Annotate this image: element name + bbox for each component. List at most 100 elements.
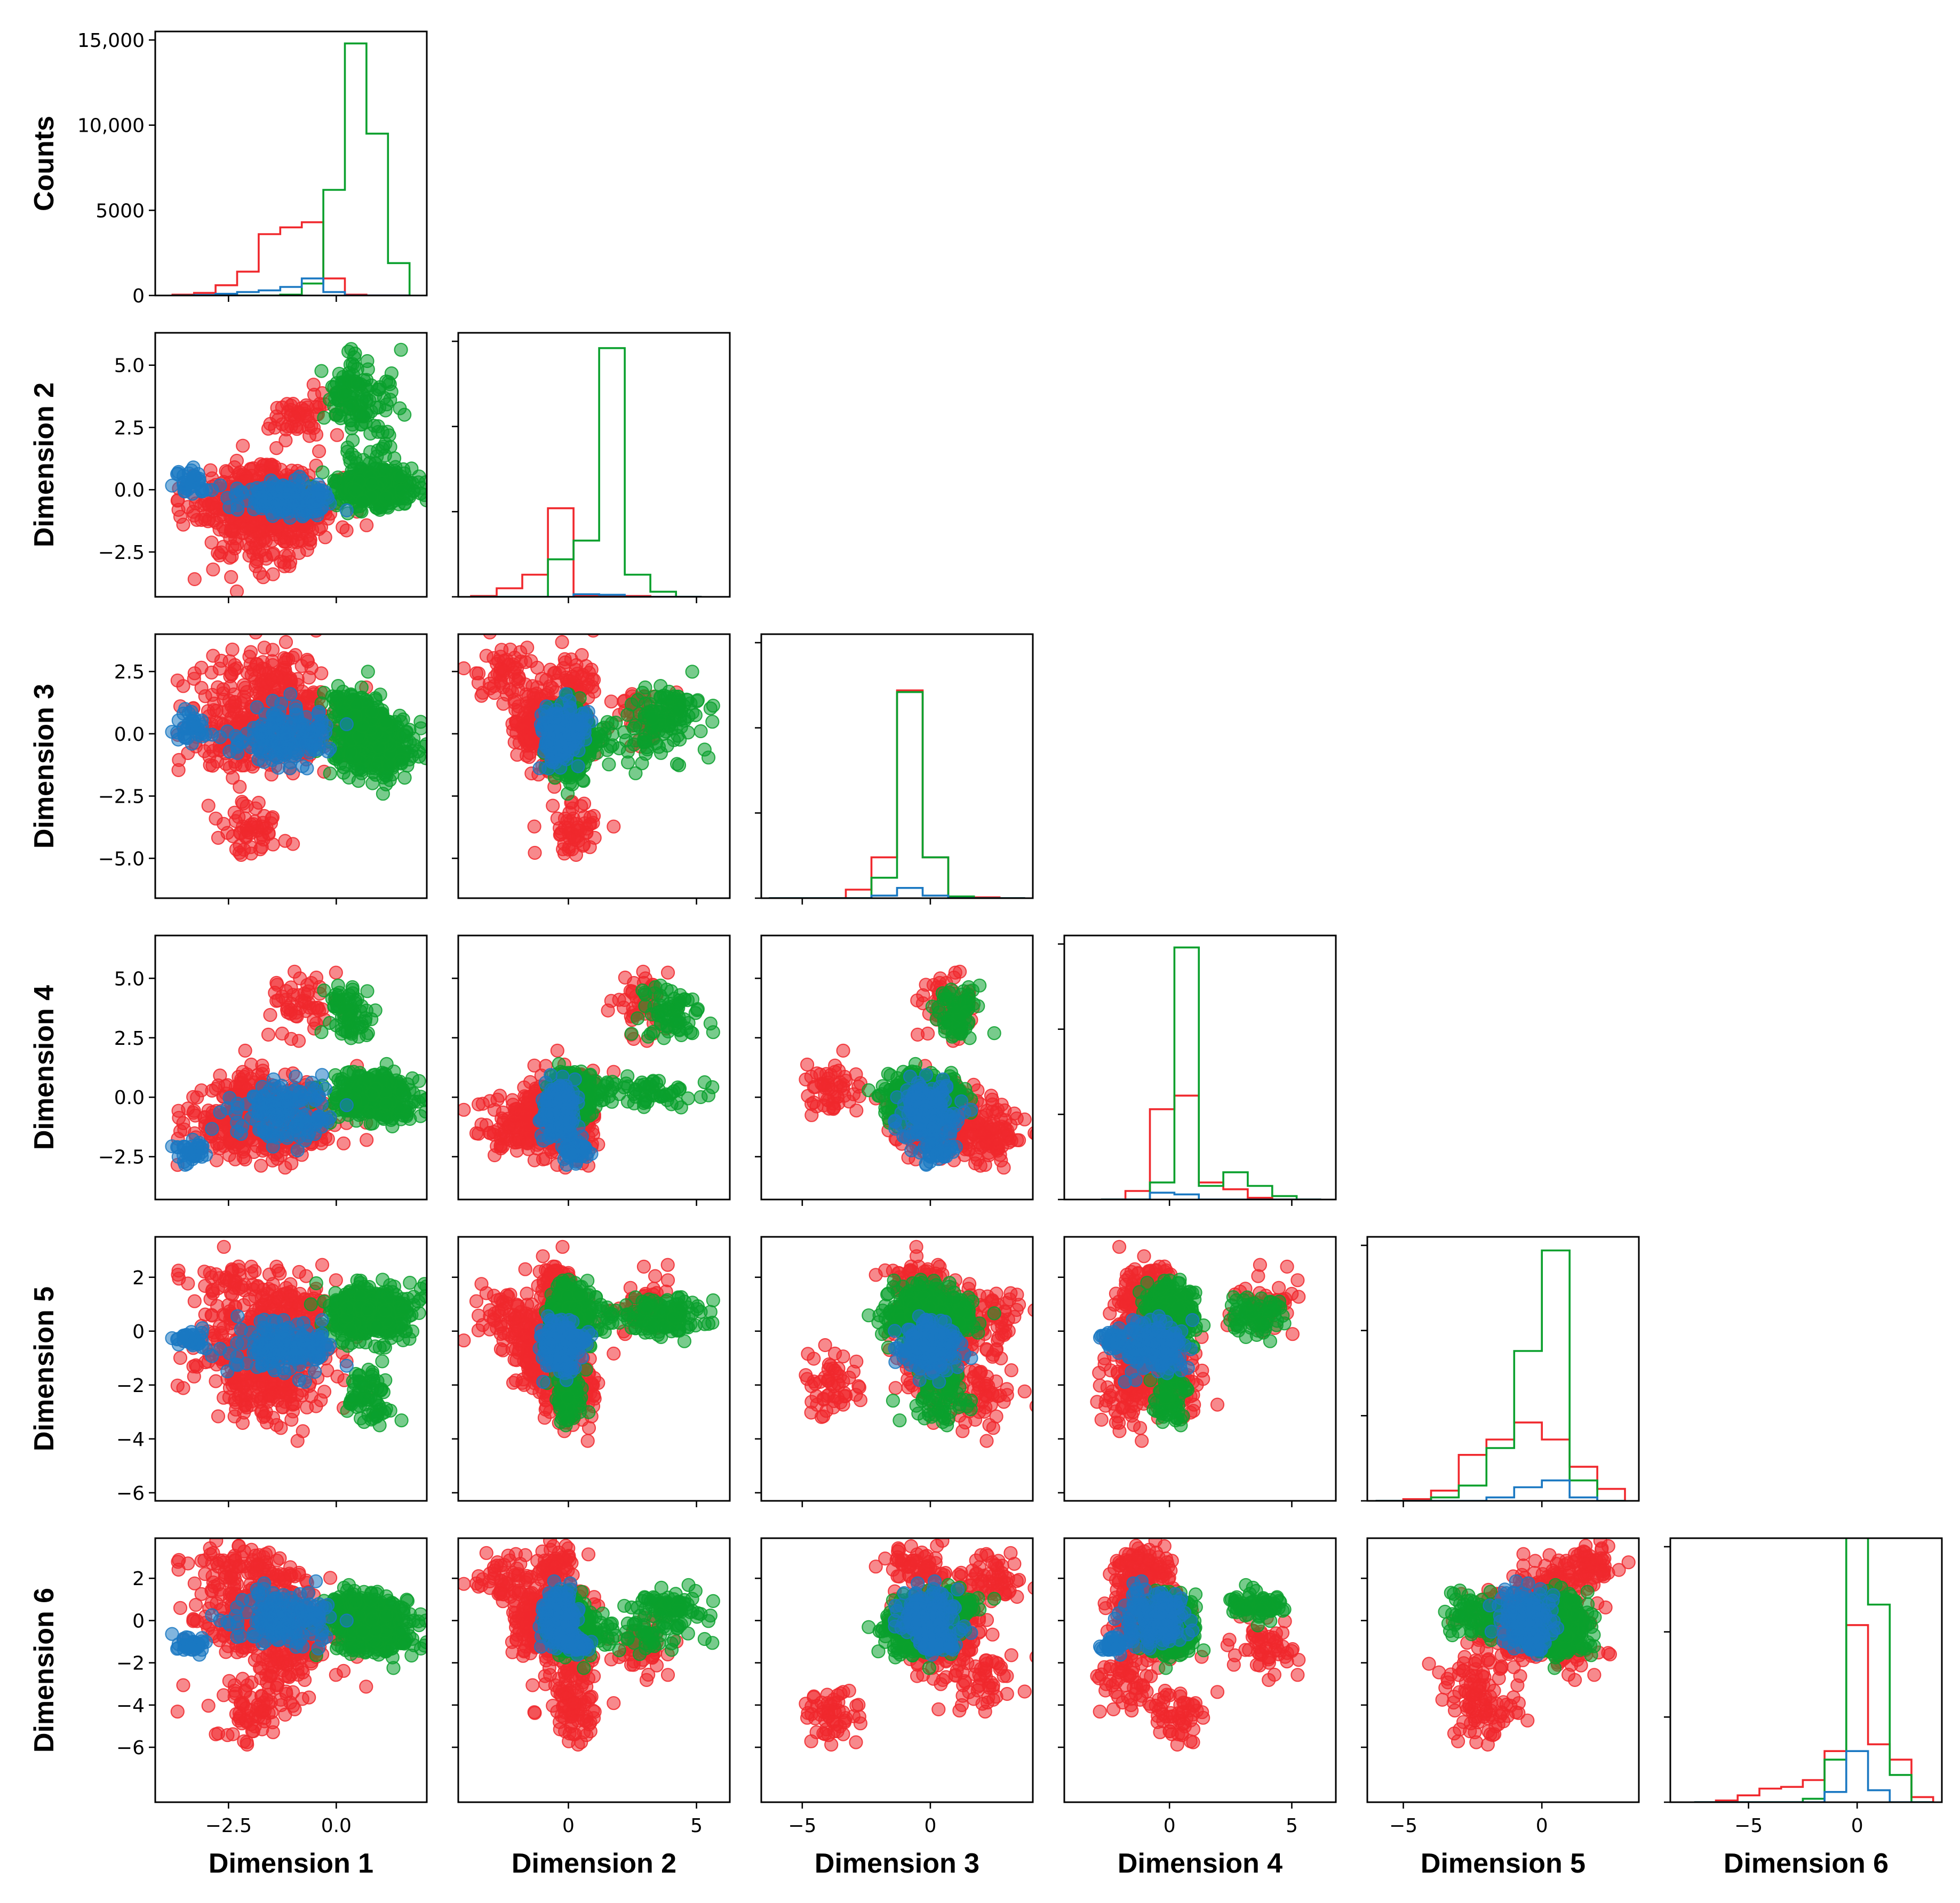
point-green [635,756,649,771]
point-green [671,703,686,717]
point-green [381,758,396,772]
point-blue [185,719,200,733]
point-blue [228,729,243,743]
point-green [654,698,668,713]
point-green [394,483,409,498]
point-red [201,704,216,718]
point-green [379,715,393,729]
point-green [382,319,395,332]
point-green [360,354,375,369]
point-blue [545,755,559,769]
panel-2-2 [452,332,731,603]
histogram-red-dim1 [171,221,410,295]
y-tick-label: 15,000 [77,30,145,52]
point-red [483,634,497,639]
point-red [312,444,326,459]
point-green [690,693,705,707]
point-green [355,494,370,509]
point-red [277,559,292,573]
panel-3-1: −5.0−2.50.02.5 [98,633,428,905]
point-blue [539,710,553,724]
point-blue [184,705,198,719]
y-tick-label: 0.0 [114,479,145,501]
y-tick-label: 2.5 [114,661,145,683]
y-tick-label: 5.0 [114,355,145,377]
panel-frame [457,633,731,899]
panel-frame [154,30,428,297]
point-red [275,989,289,1004]
point-red [307,1013,321,1027]
point-red [227,460,242,475]
point-red [125,508,138,521]
point-red [510,747,524,762]
point-red [604,694,618,709]
point-red [238,1043,252,1058]
panel-2-1: −2.50.02.55.0 [98,319,428,603]
point-red [269,441,284,455]
point-green [372,380,387,395]
point-red [569,847,584,862]
point-red [262,666,276,680]
point-green [384,366,399,381]
panel-4-1: −2.50.02.55.0 [98,934,428,1206]
point-blue [250,481,264,495]
point-blue [171,713,186,727]
point-red [244,645,258,659]
point-green [363,445,378,459]
point-red [211,830,226,845]
point-red [204,665,219,680]
panel-marks [458,634,720,862]
point-blue [273,481,287,495]
panel-marks [171,42,411,295]
point-green [703,701,718,716]
point-green [347,350,362,365]
point-blue [339,717,354,731]
point-red [281,652,296,667]
point-green [343,413,357,428]
point-green [343,746,357,760]
point-red [170,673,185,688]
point-red [300,529,315,543]
point-red [530,660,545,675]
point-blue [184,463,198,478]
point-red [278,635,293,650]
panel-marks [470,347,702,597]
point-green [333,756,348,771]
point-red [176,517,190,532]
panel-grid: 0500010,00015,000−2.50.02.55.0−5.0−2.50.… [77,30,1943,1837]
y-tick-label: −2.5 [98,786,145,808]
point-red [607,819,621,834]
point-green [317,411,331,425]
point-green [635,685,650,700]
point-green [348,483,362,498]
point-blue [532,761,547,775]
point-blue [289,494,304,509]
point-red [482,676,497,691]
point-red [583,840,597,854]
point-blue [266,693,280,708]
panel-marks [769,689,1025,898]
point-blue [250,700,264,715]
point-red [275,417,289,431]
panel-marks [165,964,427,1175]
point-red [224,523,238,538]
point-green [323,766,337,781]
point-green [656,726,671,741]
point-blue [571,759,585,773]
point-green [697,742,712,757]
point-green [628,766,643,780]
point-red [224,570,238,585]
point-green [354,763,369,778]
point-blue [264,473,278,487]
point-red [564,652,578,667]
point-green [361,408,375,422]
point-green [357,390,371,404]
histogram-green-dim2 [471,347,702,597]
point-red [205,758,220,773]
point-red [503,642,517,657]
point-red [219,757,233,771]
y-tick-label: −5.0 [98,848,145,870]
point-red [172,1110,186,1125]
point-green [343,454,357,469]
